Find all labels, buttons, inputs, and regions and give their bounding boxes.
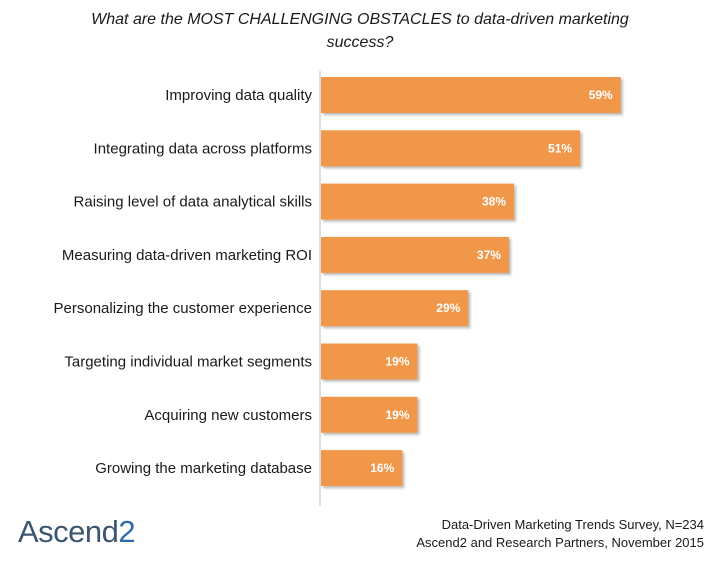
- bar: [321, 236, 509, 273]
- bar: [321, 396, 418, 433]
- data-label: 51%: [548, 141, 572, 155]
- logo-digit: 2: [118, 514, 136, 549]
- category-label: Raising level of data analytical skills: [74, 194, 312, 211]
- category-label: Improving data quality: [165, 87, 312, 104]
- data-label: 16%: [370, 461, 394, 475]
- category-label: Measuring data-driven marketing ROI: [62, 247, 312, 264]
- data-label: 19%: [385, 355, 409, 369]
- category-label: Personalizing the customer experience: [54, 300, 312, 317]
- bar: [321, 290, 469, 327]
- logo-text: Ascend: [18, 514, 119, 549]
- bar: [321, 77, 621, 113]
- data-label: 19%: [385, 408, 409, 422]
- bar: [321, 130, 581, 167]
- data-label: 37%: [477, 248, 501, 262]
- source-line-2: Ascend2 and Research Partners, November …: [416, 535, 704, 550]
- bar: [321, 183, 515, 220]
- category-label: Integrating data across platforms: [94, 140, 312, 157]
- data-label: 38%: [482, 195, 506, 209]
- chart-title: What are the MOST CHALLENGING OBSTACLES …: [91, 11, 629, 51]
- data-label: 29%: [436, 301, 460, 315]
- source-line-1: Data-Driven Marketing Trends Survey, N=2…: [441, 517, 704, 532]
- category-label: Targeting individual market segments: [64, 354, 312, 371]
- bar: [321, 343, 418, 380]
- data-label: 59%: [589, 88, 613, 102]
- category-label: Growing the marketing database: [95, 460, 312, 477]
- source-note: Data-Driven Marketing Trends Survey, N=2…: [416, 516, 704, 552]
- bar: [321, 450, 403, 487]
- ascend2-logo: Ascend2: [18, 514, 136, 549]
- category-label: Acquiring new customers: [144, 407, 312, 424]
